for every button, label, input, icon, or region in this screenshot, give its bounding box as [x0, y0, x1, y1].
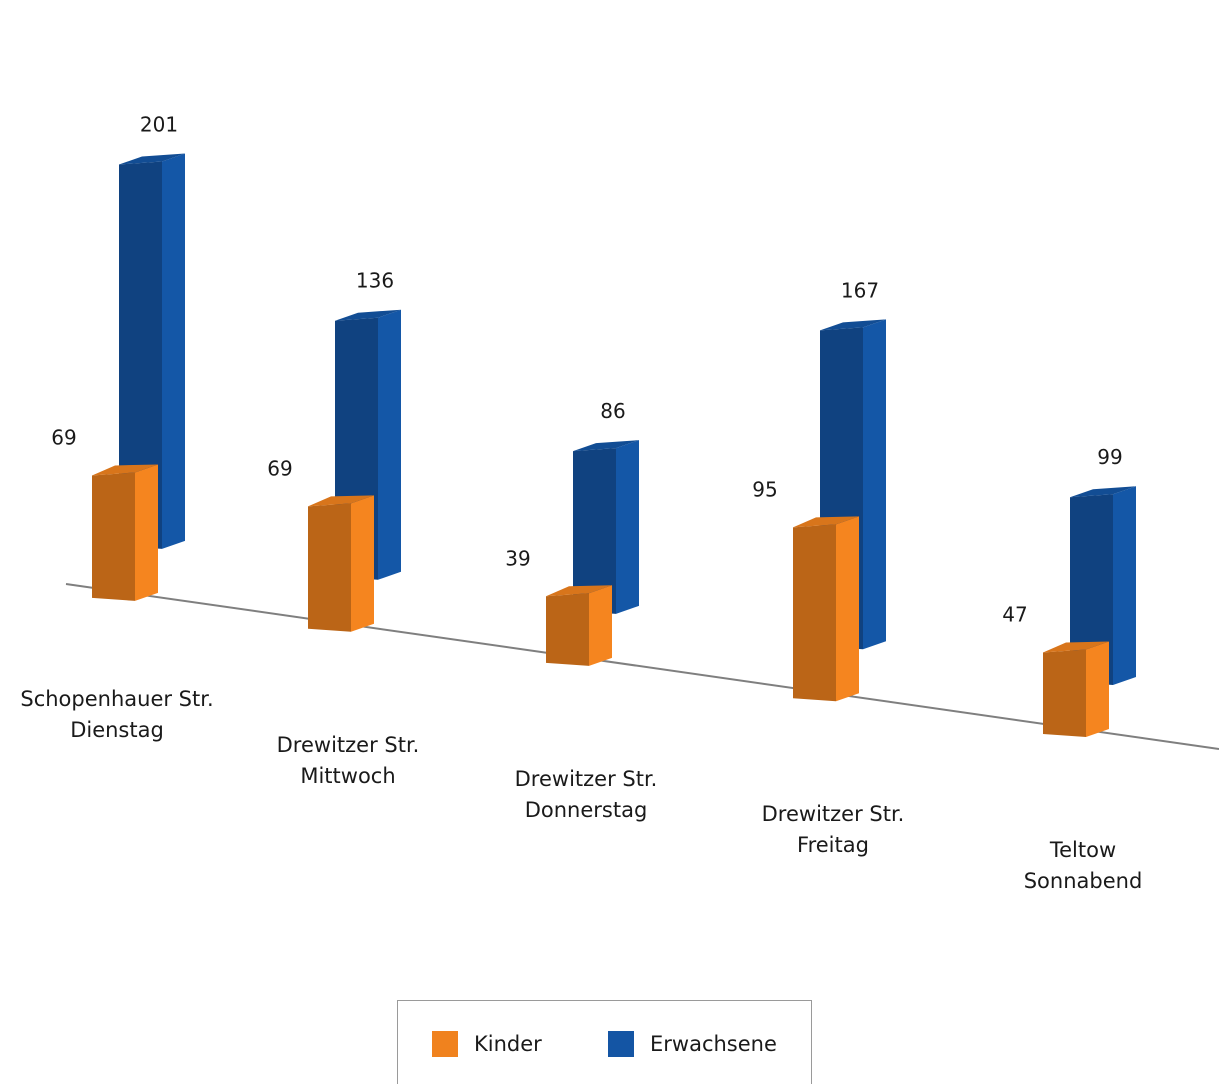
bar-erwachsene-4-front	[1070, 494, 1113, 685]
bar-kinder-0	[92, 464, 158, 601]
bar-erwachsene-2-side	[616, 440, 639, 614]
bar-kinder-4-top	[1043, 641, 1109, 653]
category-label-0-line-0: Schopenhauer Str.	[20, 687, 213, 711]
bar-erwachsene-2-top	[573, 440, 639, 452]
data-label-erwachsene-3: 167	[841, 278, 879, 302]
category-label-2-line-0: Drewitzer Str.	[515, 767, 658, 791]
bar-erwachsene-4-top	[1070, 486, 1136, 498]
bar-kinder-3	[793, 516, 859, 702]
data-label-kinder-2: 39	[505, 546, 530, 570]
bar-kinder-3-side	[836, 516, 859, 702]
labels-layer: 201 69 136 69 86 39 167 95 99 47	[51, 113, 1122, 627]
legend-item-kinder: Kinder	[432, 1031, 542, 1057]
bar-kinder-2	[546, 585, 612, 666]
bar-erwachsene-0-side	[162, 153, 185, 549]
bar-erwachsene-0	[119, 153, 185, 549]
bar-kinder-3-top	[793, 516, 859, 528]
legend: Kinder Erwachsene	[397, 1000, 812, 1084]
bars-layer	[92, 153, 1136, 737]
category-label-3-line-0: Drewitzer Str.	[762, 802, 905, 826]
bar-kinder-1-front	[308, 503, 351, 632]
chart-plot: 201 69 136 69 86 39 167 95 99 47 Schopenhauer Str…	[20, 113, 1219, 893]
bar-erwachsene-2	[573, 440, 639, 614]
category-label-1-line-0: Drewitzer Str.	[277, 733, 420, 757]
bar-kinder-1-top	[308, 495, 374, 507]
bar-erwachsene-4	[1070, 486, 1136, 685]
data-label-erwachsene-2: 86	[600, 399, 625, 423]
bar-erwachsene-1-top	[335, 309, 401, 321]
bar-kinder-0-top	[92, 464, 158, 476]
category-label-0-line-1: Dienstag	[70, 718, 164, 742]
bar-kinder-0-side	[135, 464, 158, 601]
bar-erwachsene-0-front	[119, 161, 162, 549]
bar-kinder-1	[308, 495, 374, 632]
category-label-2-line-1: Donnerstag	[525, 798, 648, 822]
category-label-3-line-1: Freitag	[797, 833, 869, 857]
bar-erwachsene-1-side	[378, 309, 401, 580]
bar-kinder-2-front	[546, 593, 589, 666]
bar-kinder-1-side	[351, 495, 374, 632]
bar-kinder-4	[1043, 641, 1109, 737]
legend-label-kinder: Kinder	[474, 1032, 542, 1056]
data-label-erwachsene-0: 201	[140, 113, 178, 137]
bar-erwachsene-0-top	[119, 153, 185, 165]
legend-item-erwachsene: Erwachsene	[608, 1031, 777, 1057]
data-label-kinder-4: 47	[1002, 602, 1027, 626]
bar-kinder-2-top	[546, 585, 612, 597]
bar-kinder-3-front	[793, 524, 836, 702]
legend-swatch-erwachsene	[608, 1031, 634, 1057]
bar-erwachsene-2-front	[573, 448, 616, 614]
bar-kinder-4-front	[1043, 649, 1086, 737]
category-label-1-line-1: Mittwoch	[300, 764, 395, 788]
bar-erwachsene-3-side	[863, 319, 886, 650]
category-label-4-line-0: Teltow	[1049, 838, 1116, 862]
bar-erwachsene-3-top	[820, 319, 886, 331]
bar-kinder-0-front	[92, 472, 135, 601]
legend-label-erwachsene: Erwachsene	[650, 1032, 777, 1056]
data-label-kinder-3: 95	[752, 477, 777, 501]
data-label-kinder-1: 69	[267, 456, 292, 480]
data-label-kinder-0: 69	[51, 425, 76, 449]
data-label-erwachsene-4: 99	[1097, 445, 1122, 469]
category-labels: Schopenhauer Str. Dienstag Drewitzer Str. M…	[20, 687, 1142, 893]
baseline-axis	[65, 583, 1219, 750]
bar-kinder-2-side	[589, 585, 612, 666]
legend-swatch-kinder	[432, 1031, 458, 1057]
data-label-erwachsene-1: 136	[356, 269, 394, 293]
bar-erwachsene-4-side	[1113, 486, 1136, 685]
category-label-4-line-1: Sonnabend	[1024, 869, 1143, 893]
bar-kinder-4-side	[1086, 641, 1109, 737]
